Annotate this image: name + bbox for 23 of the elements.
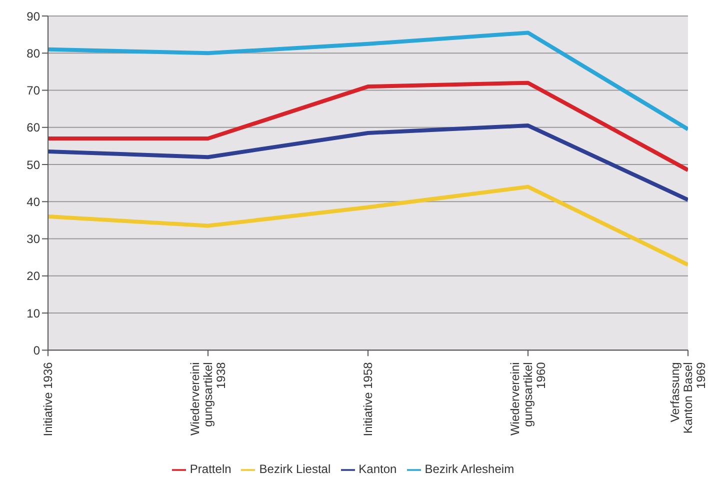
y-tick-label: 30 <box>26 232 40 246</box>
legend-label: Kanton <box>358 462 397 476</box>
legend-label: Bezirk Liestal <box>259 462 331 476</box>
y-tick-label: 10 <box>26 306 40 320</box>
legend-label: Pratteln <box>190 462 232 476</box>
y-tick-label: 90 <box>26 9 40 24</box>
line-series <box>48 80 688 172</box>
x-tick-label: Initiative 1936 <box>41 362 55 436</box>
y-tick-label: 70 <box>26 84 40 98</box>
y-tick-label: 60 <box>26 120 40 135</box>
y-tick-label: 80 <box>26 46 40 60</box>
y-tick-label: 20 <box>26 269 40 284</box>
y-tick-label: 0 <box>33 343 40 358</box>
y-tick-label: 50 <box>26 158 40 172</box>
line-series <box>48 124 688 202</box>
x-tick-label: Wiedervereinigungsartikel 1938 <box>188 362 228 436</box>
line-series <box>48 30 688 132</box>
x-tick-label: Verfassung Kanton Basel 1969 <box>668 362 708 434</box>
y-tick-label: 40 <box>26 194 40 209</box>
legend-label: Bezirk Arlesheim <box>424 462 514 476</box>
x-tick-label: Wiedervereinigungsartikel 1960 <box>508 362 548 436</box>
line-series <box>48 184 688 267</box>
x-tick-label: Initiative 1958 <box>361 362 375 436</box>
